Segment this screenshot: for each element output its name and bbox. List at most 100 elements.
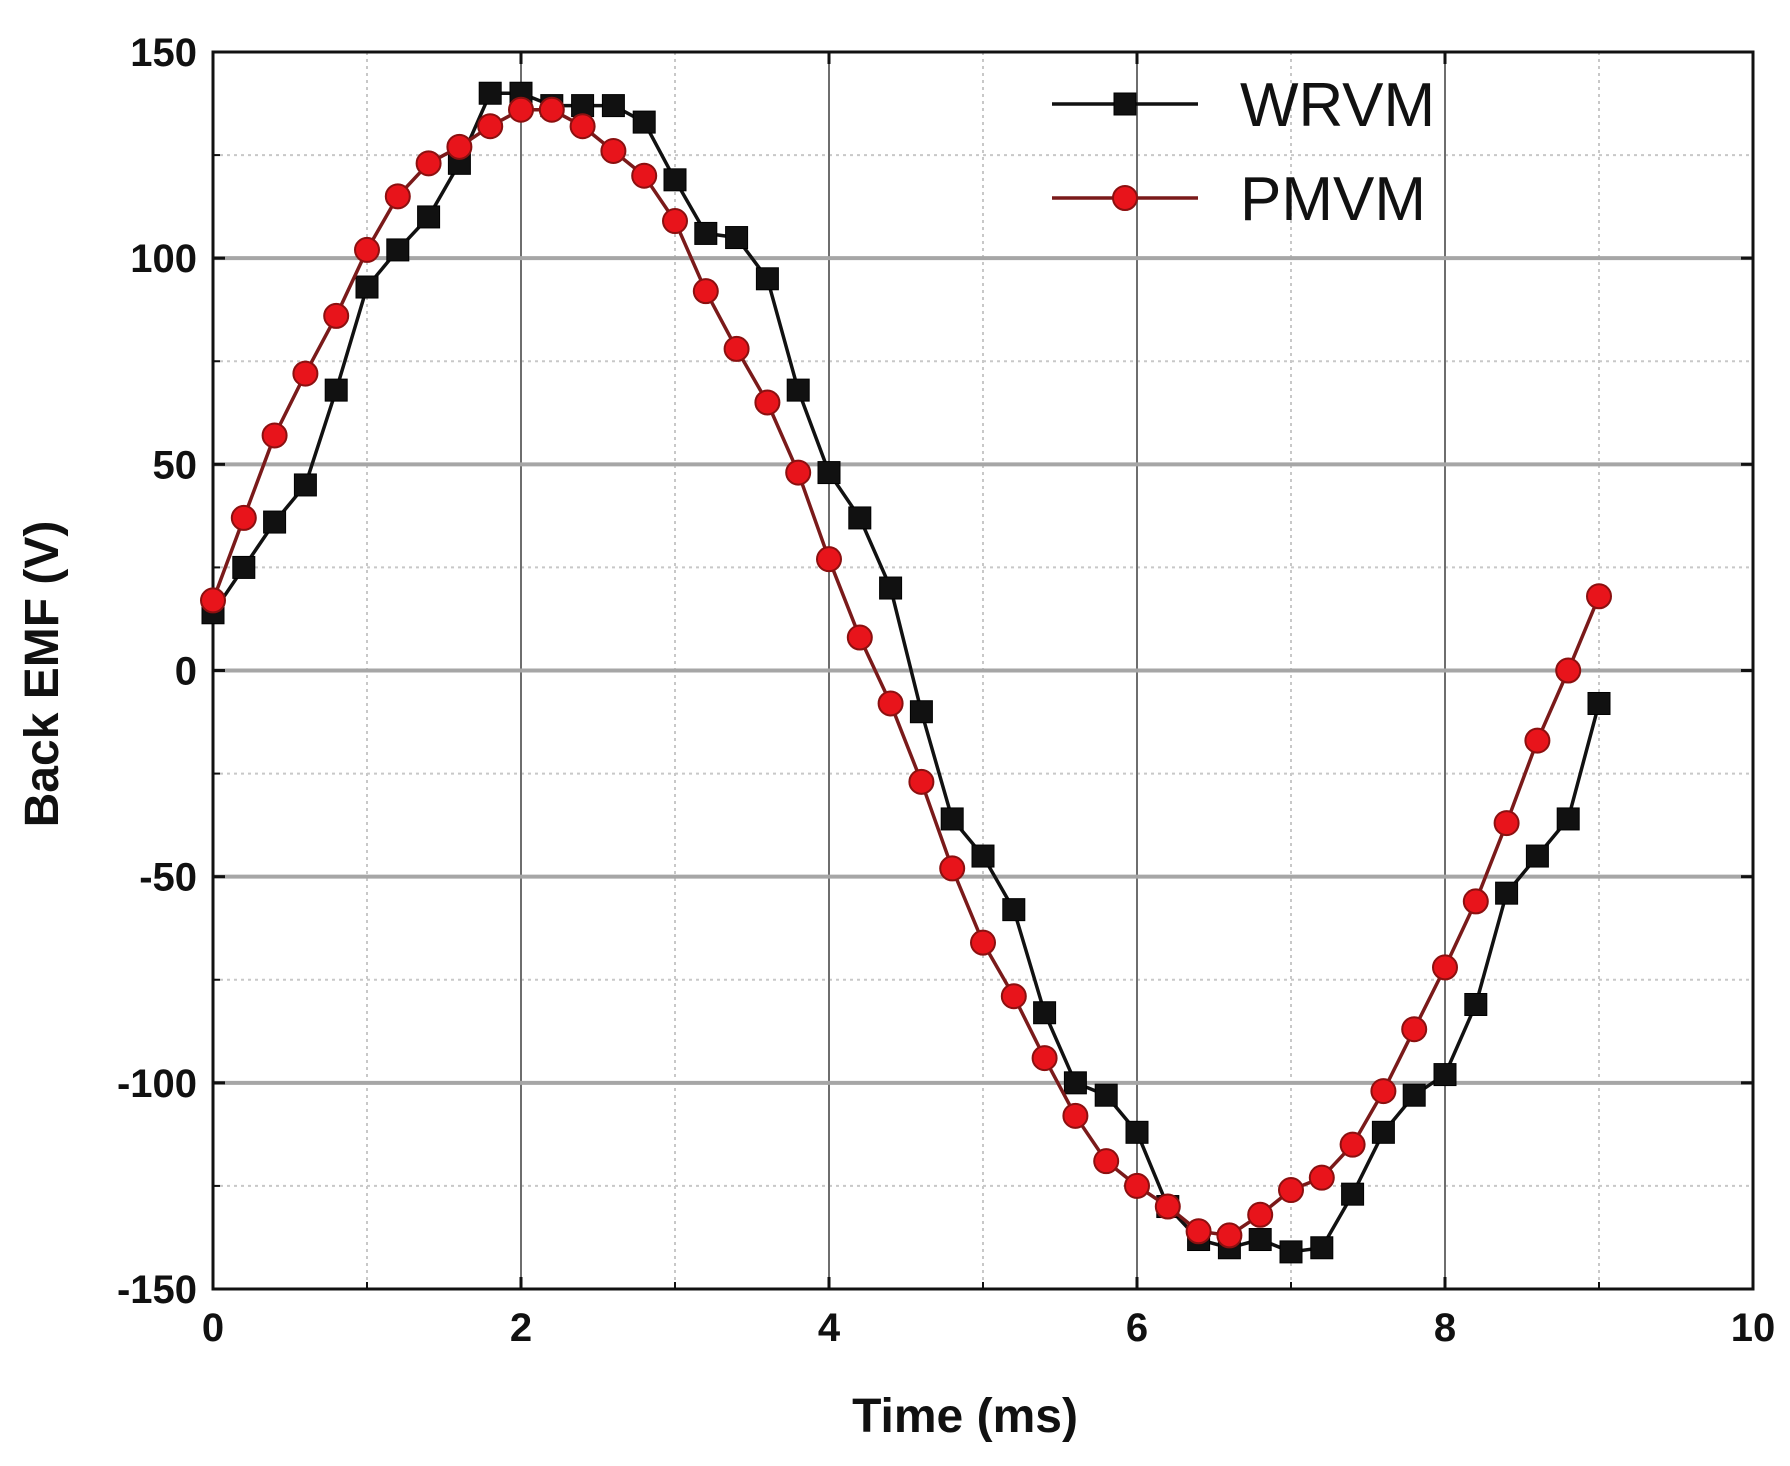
data-point-wrvm: [1033, 1001, 1057, 1025]
data-point-pmvm: [508, 96, 534, 123]
data-point-wrvm: [1402, 1083, 1426, 1107]
data-point-wrvm: [1094, 1083, 1118, 1107]
data-point-wrvm: [1063, 1071, 1087, 1095]
data-point-pmvm: [261, 422, 288, 449]
data-point-wrvm: [848, 506, 872, 530]
data-point-wrvm: [293, 473, 317, 497]
data-point-pmvm: [230, 504, 257, 531]
data-point-pmvm: [723, 335, 750, 362]
data-point-wrvm: [1279, 1240, 1303, 1264]
y-tick-label: 50: [153, 443, 198, 487]
data-point-pmvm: [816, 546, 842, 573]
data-point-pmvm: [785, 459, 812, 486]
y-axis-title: Back EMF (V): [16, 521, 69, 828]
series-line-pmvm: [211, 107, 1601, 1238]
data-point-pmvm: [477, 113, 504, 140]
data-point-wrvm: [1341, 1182, 1365, 1206]
data-point-pmvm: [1093, 1148, 1120, 1175]
data-point-pmvm: [1401, 1016, 1428, 1043]
data-point-pmvm: [415, 150, 442, 177]
data-point-pmvm: [1586, 583, 1612, 610]
data-point-wrvm: [940, 807, 964, 831]
data-point-pmvm: [877, 690, 904, 717]
data-point-pmvm: [1031, 1045, 1058, 1072]
x-tick-label: 4: [818, 1306, 841, 1350]
y-tick-label: 0: [175, 650, 197, 694]
data-point-wrvm: [1495, 881, 1519, 905]
data-point-wrvm: [663, 168, 687, 192]
data-point-pmvm: [292, 360, 319, 387]
legend: WRVM PMVM: [1052, 71, 1435, 234]
data-point-wrvm: [601, 94, 625, 118]
data-point-pmvm: [662, 208, 688, 235]
legend-marker-pmvm: [1112, 185, 1138, 211]
data-point-pmvm: [384, 183, 411, 210]
data-point-wrvm: [632, 110, 656, 134]
data-point-pmvm: [692, 278, 719, 305]
data-point-pmvm: [1370, 1078, 1397, 1105]
legend-marker-wrvm: [1113, 92, 1137, 116]
data-point-wrvm: [386, 238, 410, 262]
data-point-wrvm: [971, 844, 995, 868]
data-point-wrvm: [478, 81, 502, 105]
x-tick-label: 0: [202, 1306, 224, 1350]
data-point-pmvm: [1339, 1131, 1366, 1158]
data-point-wrvm: [817, 461, 841, 485]
data-point-wrvm: [1464, 992, 1488, 1016]
data-point-pmvm: [1432, 954, 1458, 981]
data-point-pmvm: [1124, 1172, 1150, 1199]
x-tick-label: 6: [1126, 1306, 1148, 1350]
series-pmvm: [200, 96, 1612, 1249]
data-point-pmvm: [970, 929, 996, 956]
y-tick-label: -50: [139, 856, 197, 900]
data-point-wrvm: [355, 275, 379, 299]
data-point-pmvm: [1278, 1177, 1304, 1204]
x-tick-label: 10: [1731, 1306, 1776, 1350]
data-point-pmvm: [1308, 1164, 1335, 1191]
y-tick-label: 100: [130, 237, 197, 281]
x-tick-label: 2: [510, 1306, 532, 1350]
data-point-wrvm: [1248, 1228, 1272, 1252]
data-point-pmvm: [200, 587, 226, 614]
data-point-pmvm: [631, 162, 658, 189]
y-tick-label: -100: [117, 1062, 197, 1106]
data-point-wrvm: [1433, 1063, 1457, 1087]
data-point-wrvm: [417, 205, 441, 229]
data-point-pmvm: [600, 137, 627, 164]
x-tick-label: 8: [1434, 1306, 1456, 1350]
x-axis-title: Time (ms): [852, 1390, 1078, 1443]
data-point-wrvm: [1556, 807, 1580, 831]
data-point-pmvm: [908, 768, 935, 795]
data-point-pmvm: [1216, 1222, 1243, 1249]
legend-item-wrvm: WRVM: [1052, 71, 1435, 140]
data-point-pmvm: [846, 624, 873, 651]
data-point-pmvm: [354, 236, 380, 263]
axis-ticks: 0 2 4 6 8 10 -150 -100 -50 0 50 100 150: [117, 31, 1775, 1350]
series-layer: [200, 81, 1612, 1264]
data-point-wrvm: [1125, 1120, 1149, 1144]
y-tick-label: 150: [130, 31, 197, 75]
data-point-wrvm: [755, 267, 779, 291]
legend-label-wrvm: WRVM: [1240, 71, 1435, 140]
data-point-pmvm: [1062, 1102, 1089, 1129]
data-point-wrvm: [909, 700, 933, 724]
data-point-pmvm: [1462, 888, 1489, 915]
data-point-pmvm: [323, 302, 350, 329]
data-point-wrvm: [1002, 898, 1026, 922]
data-point-pmvm: [1555, 657, 1582, 684]
legend-item-pmvm: PMVM: [1052, 165, 1426, 234]
data-point-pmvm: [446, 133, 473, 160]
data-point-wrvm: [1525, 844, 1549, 868]
data-point-pmvm: [1185, 1218, 1212, 1245]
series-wrvm: [201, 81, 1611, 1264]
data-point-wrvm: [694, 221, 718, 245]
grid: [213, 52, 1753, 1289]
y-tick-label: -150: [117, 1268, 197, 1312]
data-point-pmvm: [754, 389, 781, 416]
data-point-pmvm: [1247, 1201, 1274, 1228]
data-point-wrvm: [1310, 1236, 1334, 1260]
data-point-pmvm: [1524, 727, 1551, 754]
series-line-wrvm: [211, 91, 1601, 1254]
data-point-pmvm: [939, 855, 966, 882]
